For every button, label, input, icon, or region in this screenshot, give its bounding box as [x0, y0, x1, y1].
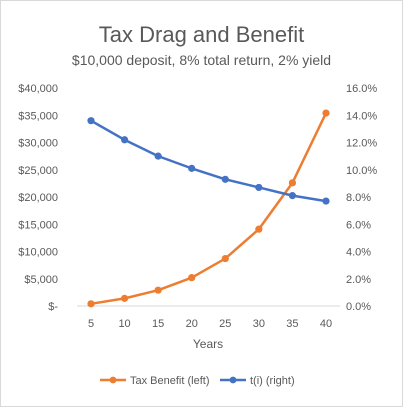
data-point-right	[221, 175, 229, 183]
right-tick-label: 4.0%	[346, 247, 371, 259]
data-point-right	[188, 164, 196, 172]
right-tick-label: 12.0%	[346, 138, 377, 150]
right-tick-label: 14.0%	[346, 110, 377, 122]
x-tick-label: 15	[152, 318, 164, 330]
right-tick-label: 2.0%	[346, 274, 371, 286]
left-tick-label: $40,000	[18, 83, 58, 95]
data-point-left	[221, 254, 229, 263]
data-point-left	[322, 109, 330, 117]
x-axis-ticks: 5 10 15 20 25 30 35 40	[88, 318, 332, 330]
x-tick-label: 40	[320, 318, 332, 330]
data-point-right	[322, 197, 330, 205]
data-point-right	[255, 183, 263, 192]
left-tick-label: $5,000	[24, 274, 58, 286]
right-axis-ticks: 0.0% 2.0% 4.0% 6.0% 8.0% 10.0% 12.0% 14.0% 16.0%	[346, 83, 377, 313]
data-point-left	[120, 294, 129, 302]
left-tick-label: $15,000	[18, 219, 58, 231]
data-point-right	[154, 152, 162, 160]
series-group	[87, 109, 330, 308]
left-tick-label: $-	[48, 301, 58, 313]
data-point-right	[120, 136, 129, 144]
x-tick-label: 20	[186, 318, 198, 330]
data-point-left	[154, 286, 162, 294]
chart-title: Tax Drag and Benefit	[98, 22, 305, 47]
left-tick-label: $20,000	[18, 192, 58, 204]
right-tick-label: 10.0%	[346, 165, 377, 177]
x-tick-label: 25	[219, 318, 231, 330]
x-tick-label: 5	[88, 318, 94, 330]
right-tick-label: 0.0%	[346, 301, 371, 313]
left-tick-label: $30,000	[18, 138, 58, 150]
data-point-left	[288, 179, 297, 187]
data-point-left	[255, 225, 263, 233]
data-point-right	[87, 117, 95, 125]
x-tick-label: 35	[286, 318, 298, 330]
chart-subtitle: $10,000 deposit, 8% total return, 2% yie…	[71, 52, 332, 68]
left-tick-label: $35,000	[18, 110, 58, 122]
right-tick-label: 8.0%	[346, 192, 371, 204]
x-tick-label: 30	[253, 318, 265, 330]
right-tick-label: 6.0%	[346, 219, 371, 231]
legend-swatch-marker	[109, 376, 117, 384]
legend-swatch-marker	[229, 376, 237, 384]
right-tick-label: 16.0%	[346, 83, 377, 95]
x-tick-label: 10	[118, 318, 130, 330]
legend-label: t(i) (right)	[250, 375, 295, 387]
data-point-left	[87, 300, 95, 308]
legend-label: Tax Benefit (left)	[130, 375, 209, 387]
data-point-left	[188, 274, 196, 282]
series-line-right	[90, 119, 327, 203]
x-axis-label: Years	[193, 337, 223, 351]
left-tick-label: $10,000	[18, 247, 58, 259]
legend: Tax Benefit (left) t(i) (right)	[100, 375, 295, 387]
data-point-right	[288, 192, 297, 200]
series-line-left	[90, 112, 328, 306]
left-axis-ticks: $- $5,000 $10,000 $15,000 $20,000 $25,000 $30,…	[18, 83, 58, 313]
left-tick-label: $25,000	[18, 165, 58, 177]
